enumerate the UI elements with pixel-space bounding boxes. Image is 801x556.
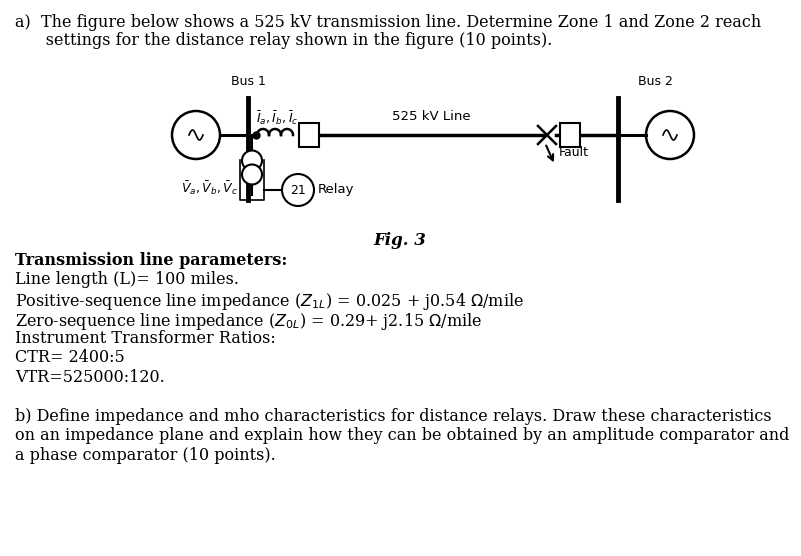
Text: $\bar{I}_a,\bar{I}_b,\bar{I}_c$: $\bar{I}_a,\bar{I}_b,\bar{I}_c$ [256,110,298,127]
Text: on an impedance plane and explain how they can be obtained by an amplitude compa: on an impedance plane and explain how th… [15,428,789,444]
Text: Line length (L)= 100 miles.: Line length (L)= 100 miles. [15,271,239,289]
Text: Instrument Transformer Ratios:: Instrument Transformer Ratios: [15,330,276,347]
Text: VTR=525000:120.: VTR=525000:120. [15,369,165,386]
Circle shape [282,174,314,206]
Text: Positive-sequence line impedance ($Z_{1L}$) = 0.025 + j0.54 $\Omega$/mile: Positive-sequence line impedance ($Z_{1L… [15,291,524,312]
Text: b) Define impedance and mho characteristics for distance relays. Draw these char: b) Define impedance and mho characterist… [15,408,771,425]
Text: Bus 1: Bus 1 [231,75,265,88]
Text: Fault: Fault [559,146,589,160]
Text: settings for the distance relay shown in the figure (10 points).: settings for the distance relay shown in… [15,32,553,49]
Bar [560,123,580,147]
Text: 21: 21 [290,183,306,196]
Text: Relay: Relay [318,183,355,196]
Text: Transmission line parameters:: Transmission line parameters: [15,252,288,269]
Text: Fig. 3: Fig. 3 [373,232,426,249]
Bar [299,123,319,147]
Text: Bus 2: Bus 2 [638,75,673,88]
Text: a phase comparator (10 points).: a phase comparator (10 points). [15,447,276,464]
Text: a)  The figure below shows a 525 kV transmission line. Determine Zone 1 and Zone: a) The figure below shows a 525 kV trans… [15,14,761,31]
Text: Zero-sequence line impedance ($Z_{0L}$) = 0.29+ j2.15 $\Omega$/mile: Zero-sequence line impedance ($Z_{0L}$) … [15,310,482,331]
Circle shape [242,165,262,185]
Text: 525 kV Line: 525 kV Line [392,110,470,123]
Text: CTR= 2400:5: CTR= 2400:5 [15,350,125,366]
Text: $\bar{V}_a,\bar{V}_b,\bar{V}_c$: $\bar{V}_a,\bar{V}_b,\bar{V}_c$ [182,179,239,197]
Circle shape [242,151,262,171]
